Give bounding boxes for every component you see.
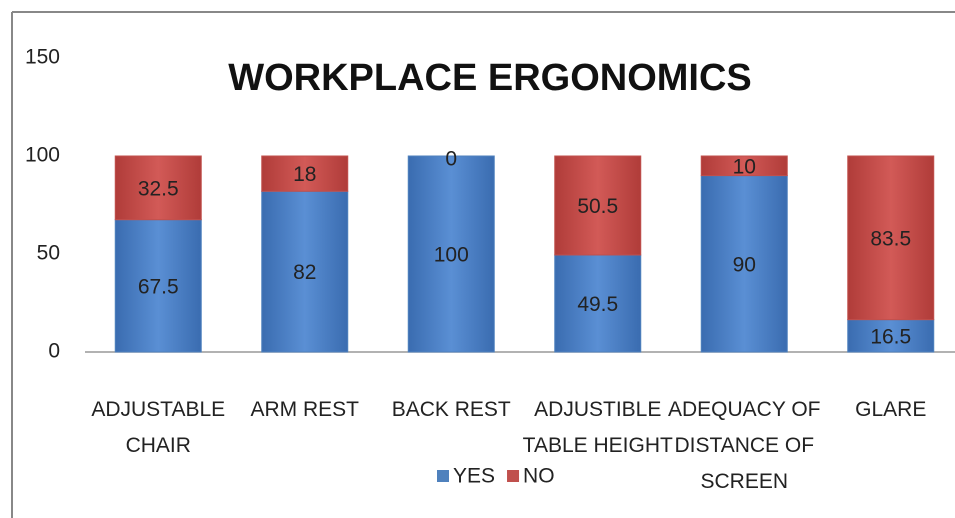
value-label: 49.5 (577, 293, 618, 316)
y-tick-label: 0 (48, 340, 60, 363)
bar-segment (114, 219, 202, 353)
chart-title: WORKPLACE ERGONOMICS (228, 57, 752, 99)
x-tick-label: ADEQUACY OF DISTANCE OF SCREEN (668, 398, 820, 493)
value-label: 18 (293, 163, 316, 186)
x-tick-label: ARM REST (250, 398, 359, 421)
y-tick-label: 100 (25, 144, 60, 167)
bar-segment (114, 155, 202, 221)
x-tick-label: ADJUSTABLE CHAIR (91, 398, 225, 457)
bar-segment (847, 155, 935, 321)
value-label: 0 (445, 148, 457, 171)
x-tick-label: ADJUSTIBLE TABLE HEIGHT (523, 398, 673, 457)
x-tick-label: BACK REST (392, 398, 511, 421)
value-label: 32.5 (138, 177, 179, 200)
value-label: 82 (293, 261, 316, 284)
value-label: 16.5 (870, 325, 911, 348)
value-label: 100 (434, 244, 469, 267)
legend-label: NO (523, 465, 555, 488)
legend-swatch (437, 470, 449, 482)
y-tick-label: 50 (37, 242, 60, 265)
value-label: 67.5 (138, 275, 179, 298)
value-label: 50.5 (577, 195, 618, 218)
value-label: 83.5 (870, 227, 911, 250)
y-tick-label: 150 (25, 46, 60, 69)
bar-segment (407, 155, 495, 353)
bar-segment (700, 155, 788, 177)
value-label: 90 (733, 253, 756, 276)
bar-segment (554, 254, 642, 353)
legend-label: YES (453, 465, 495, 488)
bar-segment (554, 155, 642, 256)
x-tick-label: GLARE (855, 398, 926, 421)
legend-swatch (507, 470, 520, 482)
bar-segment (261, 155, 349, 192)
bar-segment (261, 190, 349, 353)
bar-segment (700, 175, 788, 353)
value-label: 10 (733, 155, 756, 178)
